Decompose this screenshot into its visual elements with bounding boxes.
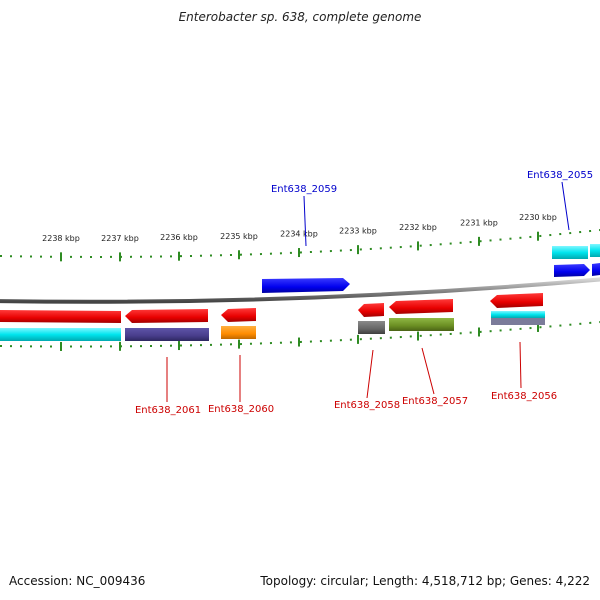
leader-line-Ent638_2059 (303, 195, 307, 247)
gene-arrow-neighbor-right (592, 263, 600, 276)
gene-label-Ent638_2057[interactable]: Ent638_2057 (402, 396, 468, 407)
gene-arrow-Ent638_2058 (358, 303, 384, 317)
ruler-label: 2231 kbp (460, 218, 498, 227)
cds-bar-Ent638_2056 (491, 311, 545, 318)
cds-bar-left-edge (0, 328, 121, 341)
gene-label-Ent638_2058[interactable]: Ent638_2058 (334, 400, 400, 411)
ruler-label: 2230 kbp (519, 213, 557, 222)
cds-bar-Ent638_2056-b (491, 318, 545, 325)
leader-line-Ent638_2058 (366, 349, 374, 399)
gene-arrow-Ent638_2060 (221, 308, 256, 322)
ruler-label: 2236 kbp (160, 233, 198, 242)
gene-label-Ent638_2059[interactable]: Ent638_2059 (271, 184, 337, 195)
outer-ruler-ticks (60, 231, 539, 262)
gene-Ent638_2057[interactable] (389, 299, 454, 331)
gene-label-Ent638_2056[interactable]: Ent638_2056 (491, 391, 557, 402)
gene-arrow-Ent638_2055 (554, 264, 590, 277)
gene-label-Ent638_2060[interactable]: Ent638_2060 (208, 404, 274, 415)
cds-bar-Ent638_2057 (389, 318, 454, 331)
map-title: Enterobacter sp. 638, complete genome (178, 10, 422, 24)
leader-line-Ent638_2055 (561, 181, 570, 231)
inner-ruler-ticks (60, 322, 539, 351)
gene-label-Ent638_2055[interactable]: Ent638_2055 (527, 170, 593, 181)
gene-Ent638_2058[interactable] (358, 303, 385, 334)
leader-line-Ent638_2057 (421, 347, 435, 395)
gene-Ent638_2061[interactable] (125, 309, 209, 341)
cds-bar-Ent638_2060 (221, 326, 256, 339)
gene-arrow-Ent638_2059 (262, 278, 350, 293)
gene-label-Ent638_2061[interactable]: Ent638_2061 (135, 405, 201, 416)
gene-Ent638_2060[interactable] (221, 308, 256, 339)
ruler-label: 2233 kbp (339, 227, 377, 236)
cds-bar-neighbor-right (590, 244, 600, 257)
gene-block-left-edge[interactable] (0, 310, 121, 341)
gene-Ent638_2056[interactable] (490, 293, 545, 325)
cds-bar-Ent638_2055 (552, 246, 588, 259)
cds-bar-Ent638_2061 (125, 328, 209, 341)
ruler-label: 2238 kbp (42, 234, 80, 243)
genome-info-text: Topology: circular; Length: 4,518,712 bp… (260, 574, 590, 588)
ruler-labels: 2238 kbp 2237 kbp 2236 kbp 2235 kbp 2234 kbp… (42, 213, 557, 243)
cds-bar-Ent638_2058 (358, 321, 385, 334)
ruler-label: 2235 kbp (220, 232, 258, 241)
gene-Ent638_2059[interactable] (262, 278, 350, 293)
genome-backbone (0, 277, 600, 304)
ruler-label: 2232 kbp (399, 223, 437, 232)
gene-Ent638_2055[interactable] (552, 244, 600, 277)
gene-arrow-Ent638_2061 (125, 309, 208, 323)
accession-text: Accession: NC_009436 (9, 574, 146, 588)
gene-arrow-Ent638_2056 (490, 293, 543, 308)
gene-arrow-left-edge (0, 310, 121, 323)
leader-line-Ent638_2056 (519, 341, 522, 389)
ruler-label: 2234 kbp (280, 230, 318, 239)
ruler-label: 2237 kbp (101, 234, 139, 243)
gene-arrow-Ent638_2057 (389, 299, 453, 314)
